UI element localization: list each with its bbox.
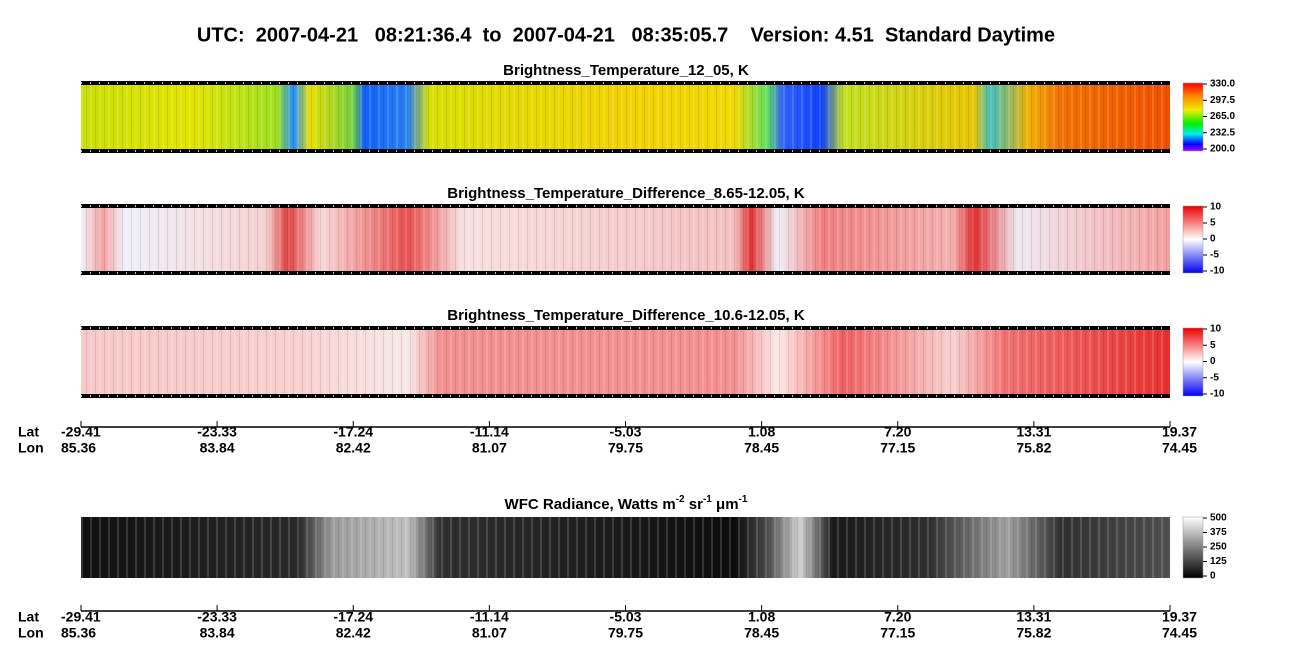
lon-label: Lon: [18, 440, 44, 456]
lat-value: 1.08: [748, 424, 775, 440]
colorbar-label: 265.0: [1210, 111, 1235, 122]
lon-value: 79.75: [608, 625, 643, 641]
lat-value: 19.37: [1162, 424, 1197, 440]
colorbar: [1182, 327, 1204, 397]
page-title: UTC: 2007-04-21 08:21:36.4 to 2007-04-21…: [197, 24, 1055, 46]
lat-value: -23.33: [197, 424, 237, 440]
lon-value: 78.45: [744, 440, 779, 456]
lat-value: 13.31: [1016, 609, 1051, 625]
lon-value: 83.84: [200, 625, 235, 641]
colorbar-label: 330.0: [1210, 79, 1235, 90]
lat-label: Lat: [18, 424, 39, 440]
lon-value: 82.42: [336, 440, 371, 456]
lat-value: 7.20: [884, 424, 911, 440]
colorbar-label: 125: [1210, 556, 1227, 567]
colorbar-label: 200.0: [1210, 144, 1235, 155]
lon-value: 85.36: [61, 440, 96, 456]
lon-value: 74.45: [1162, 625, 1197, 641]
superscript: -1: [703, 494, 712, 505]
lat-label: Lat: [18, 609, 39, 625]
colorbar-label: -5: [1210, 372, 1219, 383]
colorbar-label: 250: [1210, 542, 1227, 553]
lon-value: 81.07: [472, 440, 507, 456]
lon-value: 77.15: [880, 625, 915, 641]
lat-value: 13.31: [1016, 424, 1051, 440]
lat-value: 1.08: [748, 609, 775, 625]
lat-value: -5.03: [610, 424, 642, 440]
colorbar-label: -5: [1210, 250, 1219, 261]
colorbar-label: -10: [1210, 266, 1225, 277]
colorbar: [1182, 82, 1204, 152]
colorbar-label: -10: [1210, 389, 1225, 400]
lon-value: 77.15: [880, 440, 915, 456]
lon-label: Lon: [18, 625, 44, 641]
panel-title: Brightness_Temperature_Difference_8.65-1…: [447, 185, 805, 202]
lon-value: 85.36: [61, 625, 96, 641]
panel-title: WFC Radiance, Watts m-2 sr-1 μm-1: [505, 494, 748, 513]
lat-value: -29.41: [61, 424, 101, 440]
colorbar-label: 0: [1210, 356, 1216, 367]
swath-texture: [81, 206, 1170, 273]
title-part: μm: [712, 496, 739, 513]
lat-value: -17.24: [333, 424, 373, 440]
lat-value: -5.03: [610, 609, 642, 625]
panel-title: Brightness_Temperature_Difference_10.6-1…: [447, 307, 805, 324]
lon-value: 83.84: [200, 440, 235, 456]
lat-value: -17.24: [333, 609, 373, 625]
lat-value: -23.33: [197, 609, 237, 625]
colorbar-label: 0: [1210, 234, 1216, 245]
lon-value: 75.82: [1016, 625, 1051, 641]
swath-texture: [81, 328, 1170, 396]
colorbar-label: 5: [1210, 218, 1216, 229]
lat-value: -11.14: [470, 609, 509, 625]
swath-texture: [81, 83, 1170, 151]
lon-value: 81.07: [472, 625, 507, 641]
lat-value: -29.41: [61, 609, 101, 625]
panel-title: Brightness_Temperature_12_05, K: [503, 62, 749, 79]
colorbar-label: 10: [1210, 202, 1222, 213]
superscript: -1: [739, 494, 748, 505]
colorbar-label: 0: [1210, 571, 1216, 582]
colorbar: [1182, 205, 1204, 274]
lon-value: 75.82: [1016, 440, 1051, 456]
lon-value: 79.75: [608, 440, 643, 456]
lat-value: -11.14: [470, 424, 509, 440]
lat-value: 7.20: [884, 609, 911, 625]
swath-texture: [81, 517, 1170, 578]
colorbar-label: 297.5: [1210, 95, 1235, 106]
colorbar-label: 5: [1210, 340, 1216, 351]
lon-value: 82.42: [336, 625, 371, 641]
colorbar-label: 10: [1210, 324, 1222, 335]
colorbar-label: 375: [1210, 527, 1227, 538]
colorbar-label: 500: [1210, 513, 1227, 524]
colorbar: [1182, 516, 1204, 579]
title-part: WFC Radiance, Watts m: [505, 496, 676, 513]
lon-value: 74.45: [1162, 440, 1197, 456]
superscript: -2: [676, 494, 685, 505]
colorbar-label: 232.5: [1210, 127, 1235, 138]
lat-value: 19.37: [1162, 609, 1197, 625]
lon-value: 78.45: [744, 625, 779, 641]
title-part: sr: [685, 496, 704, 513]
